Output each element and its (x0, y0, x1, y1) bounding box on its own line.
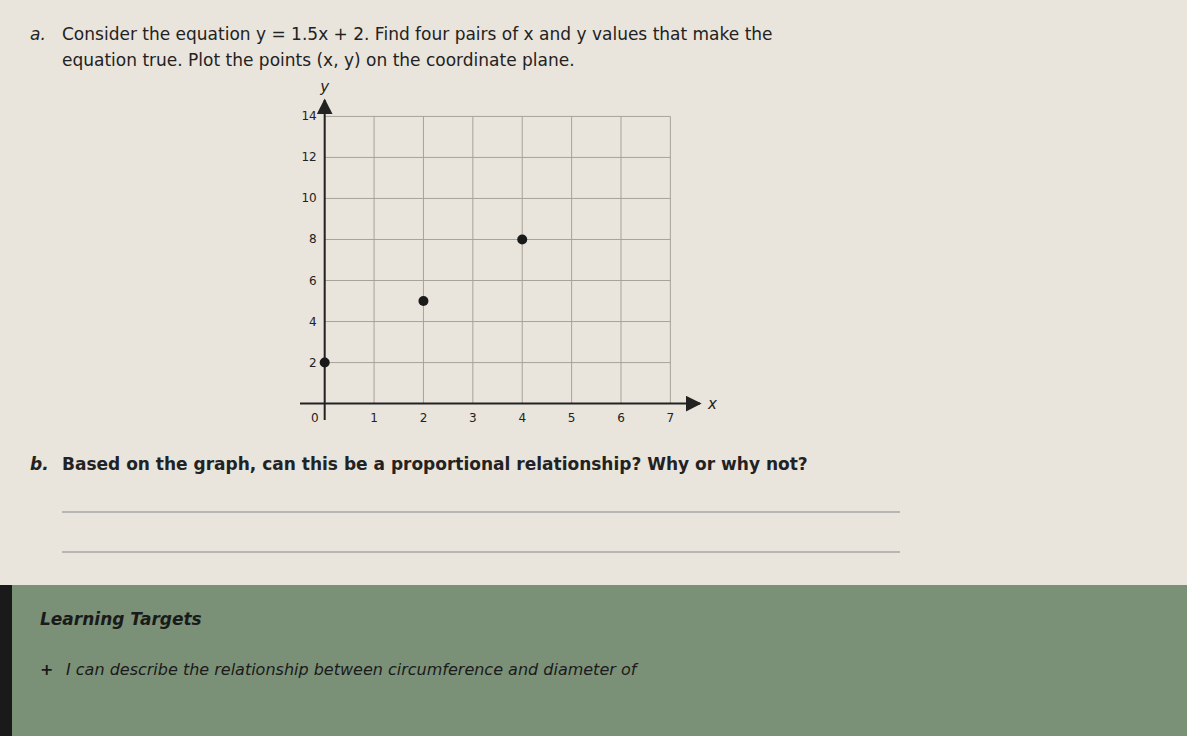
x-tick-label: 6 (617, 411, 625, 425)
x-tick-label: 0 (311, 411, 319, 425)
grid-line-x (374, 116, 375, 403)
y-tick-label: 4 (309, 315, 317, 329)
grid-line-y (325, 321, 671, 322)
targets-title: Learning Targets (40, 609, 202, 629)
answer-line (62, 512, 900, 513)
grid-line-x (522, 116, 523, 403)
part-label: a. (30, 24, 46, 44)
part-label: b. (30, 454, 49, 474)
targets-text: I can describe the relationship between … (66, 660, 639, 679)
answer-line (62, 552, 900, 553)
grid-line-y (325, 239, 671, 240)
y-tick-label: 12 (301, 150, 316, 164)
y-tick-label: 8 (309, 232, 317, 246)
bullet: + (40, 660, 53, 679)
points (320, 234, 528, 367)
root: a. Consider the equation y = 1.5x + 2. Fi… (0, 0, 1187, 736)
targets-bar (0, 585, 12, 736)
y-tick-label: 2 (309, 356, 317, 370)
grid-line-y (325, 280, 671, 281)
point (320, 358, 330, 368)
x-tick-label: 7 (667, 411, 675, 425)
title: Consider the equation y = 1.5x + 2. Find… (62, 24, 773, 44)
grid-line-y (325, 198, 671, 199)
grid-line-x (620, 116, 621, 403)
x-tick-label: 1 (370, 411, 378, 425)
y-tick-label: 14 (301, 109, 316, 123)
y-tick-label: 10 (301, 191, 316, 205)
x-axis (300, 403, 700, 405)
x-tick-label: 3 (469, 411, 477, 425)
title: equation true. Plot the points (x, y) on… (62, 50, 575, 70)
background (0, 0, 1187, 736)
point (517, 234, 527, 244)
targets-strip (0, 585, 1187, 736)
x-tick-label: 2 (420, 411, 428, 425)
point (418, 296, 428, 306)
y-tick-label: 6 (309, 274, 317, 288)
grid-line-y (325, 116, 671, 117)
grid-line-x (670, 116, 671, 403)
question: Based on the graph, can this be a propor… (62, 454, 808, 474)
x-axis-label: x (707, 395, 717, 413)
grid-line-y (325, 362, 671, 363)
grid-line-y (325, 157, 671, 158)
grid-line-x (423, 116, 424, 403)
page: a. Consider the equation y = 1.5x + 2. Fi… (0, 0, 1187, 736)
grid-line-x (571, 116, 572, 403)
x-tick-label: 4 (518, 411, 526, 425)
grid (325, 116, 671, 403)
x-tick-label: 5 (568, 411, 576, 425)
y-axis (324, 100, 326, 420)
grid-line-x (472, 116, 473, 403)
y-axis-label: y (319, 78, 330, 96)
